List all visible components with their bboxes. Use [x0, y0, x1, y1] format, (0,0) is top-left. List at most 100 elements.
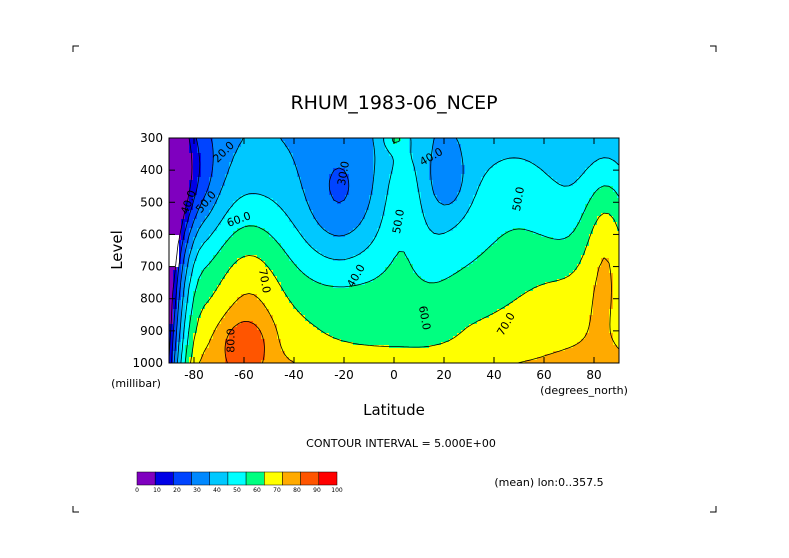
- contour-fill-cell: [453, 231, 458, 235]
- contour-fill-cell: [445, 198, 450, 202]
- chart-title: RHUM_1983-06_NCEP: [290, 92, 497, 114]
- contour-fill-cell: [229, 249, 234, 253]
- contour-fill-cell: [485, 252, 490, 256]
- contour-fill-cell: [297, 249, 302, 253]
- contour-fill-cell: [609, 240, 614, 244]
- contour-fill-cell: [305, 144, 310, 148]
- contour-fill-cell: [197, 231, 202, 235]
- contour-fill-cell: [321, 255, 326, 259]
- contour-fill-cell: [557, 234, 562, 238]
- contour-fill-cell: [525, 156, 530, 160]
- contour-fill-cell: [201, 219, 206, 223]
- contour-fill-cell: [565, 228, 570, 232]
- contour-fill-cell: [385, 144, 390, 148]
- contour-fill-cell: [397, 243, 402, 247]
- contour-fill-cell: [373, 225, 378, 229]
- contour-fill-cell: [325, 252, 330, 256]
- contour-fill-cell: [493, 219, 498, 223]
- contour-fill-cell: [357, 225, 362, 229]
- contour-fill-cell: [209, 198, 214, 202]
- contour-fill-cell: [429, 267, 434, 271]
- contour-fill-cell: [421, 207, 426, 211]
- contour-fill-cell: [377, 225, 382, 229]
- contour-fill-cell: [301, 144, 306, 148]
- contour-fill-cell: [593, 144, 598, 148]
- contour-fill-cell: [185, 168, 190, 172]
- contour-fill-cell: [261, 174, 266, 178]
- contour-fill-cell: [237, 177, 242, 181]
- contour-fill-cell: [417, 213, 422, 217]
- contour-fill-cell: [189, 210, 194, 214]
- contour-fill-cell: [481, 231, 486, 235]
- contour-fill-cell: [197, 237, 202, 241]
- contour-fill-cell: [261, 198, 266, 202]
- contour-fill-cell: [477, 150, 482, 154]
- contour-fill-cell: [493, 213, 498, 217]
- contour-fill-cell: [297, 195, 302, 199]
- contour-fill-cell: [309, 183, 314, 187]
- contour-fill-cell: [213, 243, 218, 247]
- contour-fill-cell: [493, 147, 498, 151]
- contour-fill-cell: [453, 219, 458, 223]
- contour-fill-cell: [513, 258, 518, 262]
- contour-fill-cell: [593, 141, 598, 145]
- contour-fill-cell: [405, 141, 410, 145]
- contour-fill-cell: [525, 216, 530, 220]
- contour-fill-cell: [613, 237, 618, 241]
- contour-fill-cell: [297, 267, 302, 271]
- contour-fill-cell: [457, 225, 462, 229]
- contour-fill-cell: [601, 255, 606, 259]
- contour-fill-cell: [369, 189, 374, 193]
- contour-fill-cell: [329, 216, 334, 220]
- contour-fill-cell: [317, 261, 322, 265]
- contour-fill-cell: [201, 204, 206, 208]
- contour-fill-cell: [473, 207, 478, 211]
- contour-fill-cell: [529, 162, 534, 166]
- contour-fill-cell: [309, 201, 314, 205]
- contour-fill-cell: [573, 249, 578, 253]
- contour-fill-cell: [193, 255, 198, 259]
- contour-fill-cell: [457, 258, 462, 262]
- contour-fill-cell: [481, 249, 486, 253]
- contour-fill-cell: [405, 222, 410, 226]
- contour-fill-cell: [469, 264, 474, 268]
- contour-fill-cell: [461, 153, 466, 157]
- contour-fill-cell: [513, 210, 518, 214]
- contour-fill-cell: [197, 222, 202, 226]
- contour-fill-cell: [453, 252, 458, 256]
- contour-fill-cell: [481, 192, 486, 196]
- contour-fill-cell: [541, 267, 546, 271]
- contour-fill-cell: [441, 186, 446, 190]
- contour-fill-cell: [553, 156, 558, 160]
- contour-fill-cell: [281, 240, 286, 244]
- contour-fill-cell: [569, 147, 574, 151]
- contour-fill-cell: [617, 138, 619, 142]
- contour-fill-cell: [549, 156, 554, 160]
- contour-fill-cell: [569, 249, 574, 253]
- contour-fill-cell: [333, 189, 338, 193]
- contour-fill-cell: [281, 192, 286, 196]
- contour-fill-cell: [533, 168, 538, 172]
- contour-fill-cell: [481, 159, 486, 163]
- contour-fill-cell: [553, 195, 558, 199]
- contour-fill-cell: [245, 162, 250, 166]
- contour-fill-cell: [389, 174, 394, 178]
- contour-fill-cell: [497, 144, 502, 148]
- corner-marks: [72, 45, 717, 513]
- contour-fill-cell: [485, 201, 490, 205]
- contour-fill-cell: [397, 258, 402, 262]
- contour-fill-cell: [357, 246, 362, 250]
- contour-fill-cell: [269, 183, 274, 187]
- contour-fill-cell: [357, 192, 362, 196]
- contour-fill-cell: [429, 168, 434, 172]
- contour-fill-cell: [477, 228, 482, 232]
- contour-fill-cell: [433, 141, 438, 145]
- contour-fill-cell: [461, 252, 466, 256]
- contour-fill-cell: [593, 228, 598, 232]
- contour-fill-cell: [305, 186, 310, 190]
- contour-fill-cell: [181, 210, 186, 214]
- contour-fill-cell: [325, 228, 330, 232]
- contour-fill-cell: [245, 219, 250, 223]
- contour-fill-cell: [281, 255, 286, 259]
- contour-fill-cell: [337, 189, 342, 193]
